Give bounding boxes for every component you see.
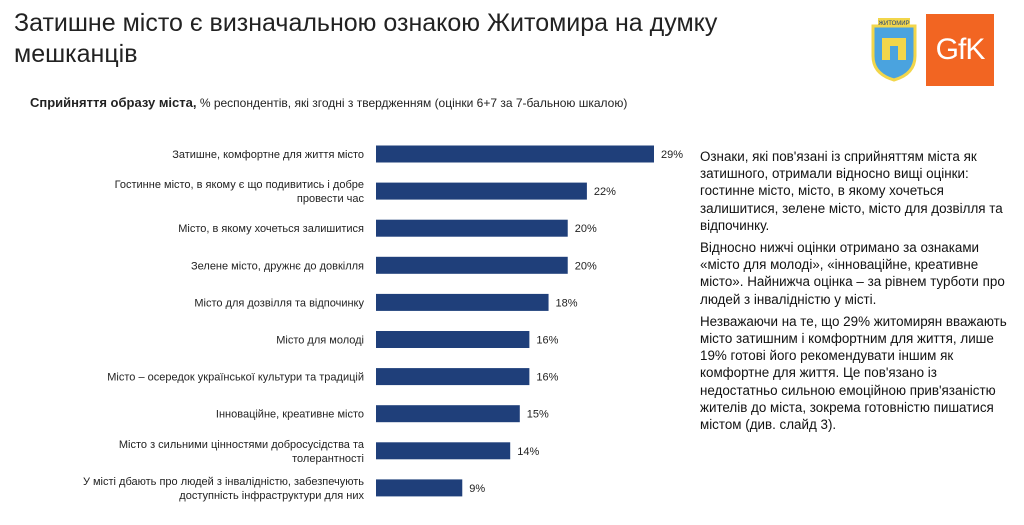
category-label-3: Місто, в якому хочеться залишитися	[178, 223, 364, 235]
value-label-2: 22%	[594, 186, 616, 198]
bar-6	[376, 331, 530, 348]
crest-gate	[890, 46, 898, 60]
value-label-3: 20%	[575, 223, 597, 235]
value-label-5: 18%	[556, 297, 578, 309]
bar-5	[376, 293, 549, 311]
category-label-1: Затишне, комфортне для життя місто	[172, 149, 364, 161]
value-label-8: 15%	[527, 409, 549, 421]
value-label-6: 16%	[536, 335, 558, 347]
value-label-1: 29%	[661, 149, 683, 161]
bar-4	[376, 256, 568, 274]
gfk-logo-text: GfK	[935, 33, 986, 66]
bar-2	[376, 182, 587, 200]
subtitle-bold: Сприйняття образу міста,	[30, 95, 197, 110]
category-label-5: Місто для дозвілля та відпочинку	[194, 297, 364, 309]
gfk-logo: GfK	[926, 14, 994, 86]
zhytomyr-crest-logo: ЖИТОМИР	[871, 18, 917, 82]
bar-7	[376, 368, 530, 386]
commentary-paragraph-1: Ознаки, які пов'язані із сприйняттям міс…	[700, 149, 1003, 233]
commentary-paragraph-2: Відносно нижчі оцінки отримано за ознака…	[700, 240, 1005, 307]
value-label-7: 16%	[536, 372, 558, 384]
category-label-8: Інноваційне, креативне місто	[216, 409, 364, 421]
value-label-10: 9%	[469, 483, 485, 495]
bar-1	[376, 145, 654, 163]
bar-chart: 29% Затишне, комфортне для життя місто 22%…	[83, 145, 683, 502]
bar-9	[376, 442, 511, 460]
bar-10	[376, 479, 463, 497]
crest-banner	[878, 18, 910, 27]
category-label-7: Місто – осередок української культури та…	[107, 372, 364, 384]
category-label-10: У місті дбають про людей з інвалідністю,…	[83, 476, 365, 502]
value-label-4: 20%	[575, 260, 597, 272]
chart-subtitle: Сприйняття образу міста, % респондентів,…	[30, 95, 627, 110]
bar-3	[376, 219, 568, 237]
category-label-4: Зелене місто, дружнє до довкілля	[191, 260, 364, 272]
subtitle-rest: % респондентів, які згодні з твердженням…	[196, 96, 628, 110]
crest-banner-text: ЖИТОМИР	[878, 21, 909, 27]
commentary-panel: Ознаки, які пов'язані із сприйняттям міс…	[700, 148, 1010, 438]
category-label-2: Гостинне місто, в якому є що подивитись …	[115, 179, 365, 205]
value-label-9: 14%	[517, 446, 539, 458]
bar-8	[376, 405, 520, 423]
category-label-6: Місто для молоді	[276, 335, 364, 347]
category-label-9: Місто з сильними цінностями добросусідст…	[119, 439, 365, 465]
page-title: Затишне місто є визначальною ознакою Жит…	[14, 9, 718, 68]
commentary-paragraph-3: Незважаючи на те, що 29% житомирян вважа…	[700, 313, 1007, 433]
